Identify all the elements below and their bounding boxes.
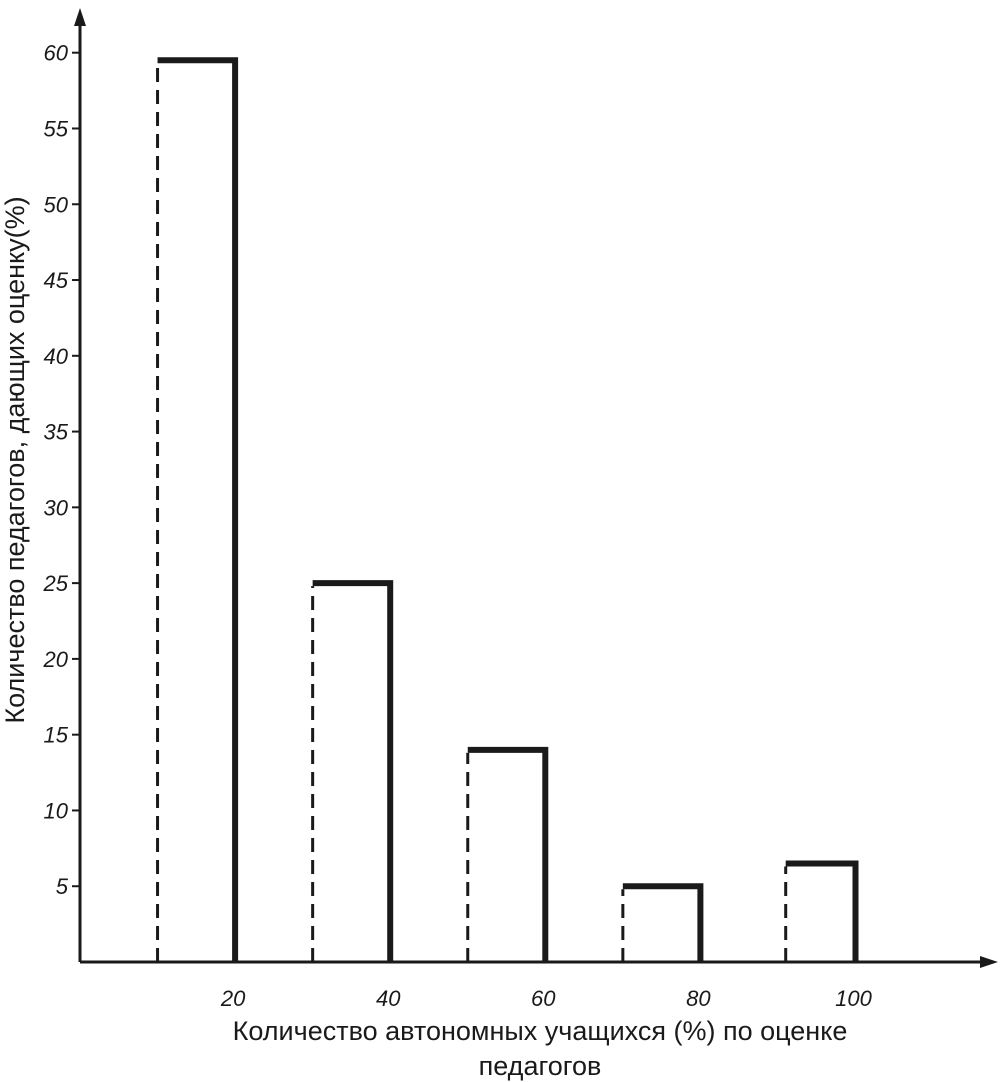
y-tick-label: 25 — [43, 571, 69, 596]
bar-outline — [622, 883, 704, 962]
y-tick-label: 40 — [44, 344, 69, 369]
y-tick-label: 45 — [44, 268, 69, 293]
bar-outline — [312, 580, 394, 962]
y-tick-label: 50 — [44, 192, 69, 217]
x-tick-label: 80 — [686, 986, 711, 1011]
bar — [784, 860, 859, 962]
x-tick-label: 60 — [531, 986, 556, 1011]
y-tick-label: 10 — [44, 798, 69, 823]
x-axis-title-line-2: педагогов — [479, 1051, 602, 1081]
bar-outline — [785, 860, 859, 962]
bar — [311, 580, 394, 962]
y-tick-label: 60 — [44, 41, 69, 66]
y-tick-label: 30 — [44, 495, 69, 520]
bar — [156, 57, 239, 962]
y-axis-arrow — [74, 8, 86, 26]
bar — [621, 883, 704, 962]
bars-layer — [156, 57, 859, 962]
y-tick-label: 15 — [44, 723, 69, 748]
bar-outline — [157, 57, 239, 962]
y-axis-title: Количество педагогов, дающих оценку(%) — [0, 196, 30, 723]
x-tick-label: 40 — [376, 986, 401, 1011]
y-tick-label: 20 — [43, 647, 69, 672]
y-tick-label: 35 — [44, 420, 69, 445]
y-tick-label: 55 — [44, 116, 69, 141]
x-ticks: 20 40 60 80 100 — [220, 986, 873, 1011]
x-axis-title-line-1: Количество автономных учащихся (%) по оц… — [233, 1016, 848, 1046]
bar-outline — [467, 746, 549, 962]
y-ticks: 5 10 15 20 25 30 35 40 45 50 55 60 — [43, 41, 80, 899]
x-tick-label: 100 — [835, 986, 872, 1011]
y-tick-label: 5 — [56, 874, 69, 899]
x-axis-arrow — [980, 956, 998, 968]
x-tick-label: 20 — [220, 986, 246, 1011]
bar — [466, 746, 549, 962]
axes-layer — [74, 8, 998, 968]
